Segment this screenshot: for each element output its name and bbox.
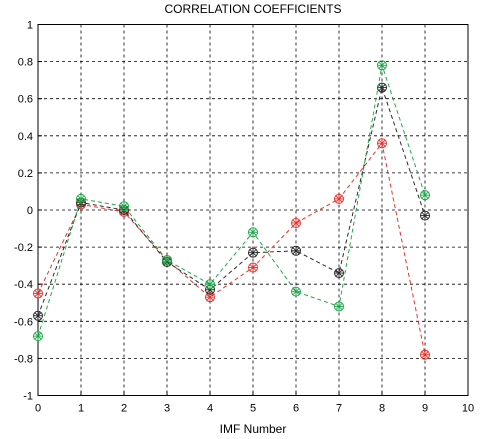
data-point: [248, 227, 258, 238]
data-point: [334, 301, 344, 312]
x-tick-label: 6: [293, 403, 299, 415]
data-point: [33, 310, 43, 321]
data-point: [33, 331, 43, 342]
y-tick-label: 1: [27, 20, 33, 32]
axis-ticks: 0 1 2 3 4 5 6 7 8 9 10 -1 -0.8 -0.6 -0.4 -0.2 0 0.2 0.4 0.6…: [14, 20, 474, 415]
data-point: [420, 349, 430, 360]
y-tick-label: 0.8: [18, 57, 33, 69]
data-point: [377, 82, 387, 93]
y-tick-label: -0.8: [14, 353, 33, 365]
data-point: [420, 190, 430, 201]
series-group: [33, 60, 430, 360]
chart-title: CORRELATION COEFFICIENTS: [164, 2, 341, 16]
data-point: [119, 201, 129, 212]
x-tick-label: 8: [379, 403, 385, 415]
x-tick-label: 1: [78, 403, 84, 415]
data-point: [76, 193, 86, 204]
data-point: [162, 255, 172, 266]
x-tick-label: 5: [250, 403, 256, 415]
series-line: [37, 85, 426, 316]
y-tick-label: 0.4: [18, 131, 33, 143]
data-point: [291, 217, 301, 228]
data-point: [334, 268, 344, 279]
data-point: [291, 286, 301, 297]
data-point: [334, 193, 344, 204]
grid: [38, 24, 468, 396]
data-point: [248, 262, 258, 273]
data-point: [248, 247, 258, 258]
data-point: [33, 288, 43, 299]
data-series: [33, 82, 430, 321]
x-tick-label: 0: [35, 403, 41, 415]
y-tick-label: -0.2: [14, 242, 33, 254]
data-point: [420, 210, 430, 221]
y-tick-label: -0.4: [14, 279, 33, 291]
data-point: [377, 138, 387, 149]
y-tick-label: -1: [23, 391, 33, 403]
y-tick-label: 0: [27, 205, 33, 217]
x-tick-label: 2: [121, 403, 127, 415]
data-series: [33, 60, 430, 342]
x-tick-label: 7: [336, 403, 342, 415]
y-tick-label: 0.2: [18, 168, 33, 180]
x-tick-label: 3: [164, 403, 170, 415]
x-tick-label: 9: [422, 403, 428, 415]
x-tick-label: 10: [462, 403, 474, 415]
data-point: [205, 279, 215, 290]
y-tick-label: 0.6: [18, 94, 33, 106]
data-point: [377, 60, 387, 71]
x-axis-label: IMF Number: [220, 422, 287, 436]
data-series: [33, 138, 430, 360]
y-tick-label: -0.6: [14, 316, 33, 328]
series-line: [37, 65, 426, 337]
x-tick-label: 4: [207, 403, 213, 415]
series-line: [37, 142, 426, 355]
data-point: [291, 245, 301, 256]
